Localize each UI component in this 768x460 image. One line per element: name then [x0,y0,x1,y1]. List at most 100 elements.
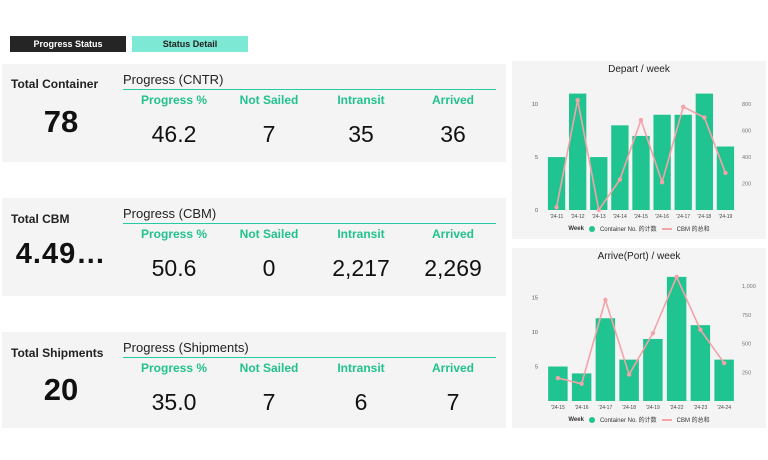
y-right-tick-label: 600 [742,129,751,135]
line-point [596,207,601,213]
x-tick-label: '24-19 [646,405,660,411]
legend-line-swatch [661,418,672,421]
x-tick-label: '24-17 [599,405,613,411]
intransit-value: 2,217 [332,255,390,281]
total-shipments-value: 20 [43,372,79,407]
x-tick-label: '24-15 [551,405,565,411]
arrived-header: Arrived [431,93,475,107]
bar [569,93,587,210]
shipments-progress-card: Total Shipments 20 Progress (Shipments) … [2,332,506,428]
legend-bar-label: Container No. 的计数 [599,418,657,424]
arrived-header: Arrived [431,227,475,241]
line-point [603,297,608,303]
tab-status-detail[interactable]: Status Detail [132,36,248,52]
legend-bar-swatch [588,416,595,423]
chart-title: Arrive(Port) / week [597,251,681,262]
x-tick-label: '24-16 [575,405,589,411]
x-tick-label: '24-19 [719,214,733,220]
intransit-value: 6 [354,389,368,415]
not-sailed-value: 7 [262,121,276,147]
line-point [659,180,665,185]
legend-bar-swatch [588,225,595,232]
not-sailed-header: Not Sailed [239,93,299,107]
progress-cntr-title: Progress (CNTR) [123,72,224,87]
x-tick-label: '24-22 [670,405,684,411]
bar [611,125,629,210]
line-point [626,372,632,377]
x-tick-label: '24-17 [676,214,690,220]
line-point [674,274,679,280]
progress-percent-header: Progress % [140,227,208,241]
x-tick-label: '24-14 [613,214,627,220]
bar [571,373,592,401]
total-cbm-value: 4.49… [15,238,107,270]
y-right-tick-label: 250 [742,370,751,376]
cbm-progress-card: Total CBM 4.49… Progress (CBM) Progress … [2,198,506,296]
arrived-value: 7 [446,389,460,415]
line-point [723,170,728,176]
bar [595,318,616,401]
intransit-header: Intransit [337,361,385,375]
line-point [702,115,707,120]
y-right-tick-label: 500 [742,342,751,348]
arrived-value: 36 [440,121,466,147]
container-progress-card: Total Container 78 Progress (CNTR) Progr… [2,64,506,162]
y-right-tick-label: 400 [742,155,751,161]
line-point [698,327,703,332]
y-left-tick-label: 10 [532,330,538,336]
arrived-header: Arrived [431,361,475,375]
y-left-tick-label: 15 [532,296,538,302]
bar [674,114,692,210]
bar [547,157,566,210]
line-point [554,205,559,210]
x-tick-label: '24-15 [634,214,648,220]
divider [123,223,496,224]
legend-bar-label: Container No. 的计数 [599,227,657,233]
bar [643,338,663,401]
x-tick-label: '24-12 [571,214,585,220]
total-container-value: 78 [43,104,79,139]
depart-week-plot: 0 5 10 200 400 600 800 '24-11 '24-12 '24-13 '24-14… [532,93,751,220]
progress-cbm-title: Progress (CBM) [123,206,217,221]
chart-title: Depart / week [608,64,670,75]
not-sailed-value: 7 [262,389,276,415]
cbm-line [557,274,725,385]
progress-percent-value: 35.0 [151,389,197,415]
bar [666,276,687,401]
chart-legend: Week Container No. 的计数 CBM 的总和 [512,224,766,233]
total-container-label: Total Container [11,77,99,91]
line-point [638,117,644,123]
divider [123,357,496,358]
y-left-tick-label: 5 [535,155,538,161]
x-tick-label: '24-11 [550,214,564,220]
bar [619,359,639,401]
bar [548,366,568,401]
line-point [617,177,623,182]
y-left-tick-label: 0 [535,208,538,214]
not-sailed-value: 0 [262,255,276,281]
legend-line-label: CBM 的总和 [676,418,710,424]
bar [632,135,650,210]
bar [695,93,713,210]
y-left-tick-label: 10 [532,102,538,108]
intransit-header: Intransit [337,227,385,241]
y-right-tick-label: 750 [742,313,751,319]
line-point [650,331,656,336]
y-right-tick-label: 200 [742,182,751,188]
not-sailed-header: Not Sailed [239,361,299,375]
arrive-port-week-chart: Arrive(Port) / week 5 10 15 250 500 750 1,000 '… [512,248,766,428]
line-point [721,360,727,366]
progress-percent-value: 50.6 [151,255,197,281]
arrive-port-week-plot: 5 10 15 250 500 750 1,000 '24-15 '24-16 '24-17 '24… [532,274,756,411]
intransit-header: Intransit [337,93,385,107]
depart-week-chart: Depart / week 0 5 10 200 400 600 800 '24-11 '24-… [512,61,766,239]
legend-title: Week [568,416,584,423]
progress-percent-value: 46.2 [151,121,197,147]
line-point [681,104,686,110]
tab-progress-status[interactable]: Progress Status [10,36,126,52]
total-shipments-label: Total Shipments [11,346,104,360]
x-tick-label: '24-18 [622,405,636,411]
progress-percent-header: Progress % [140,93,208,107]
bar [714,359,734,401]
x-tick-label: '24-24 [717,405,731,411]
